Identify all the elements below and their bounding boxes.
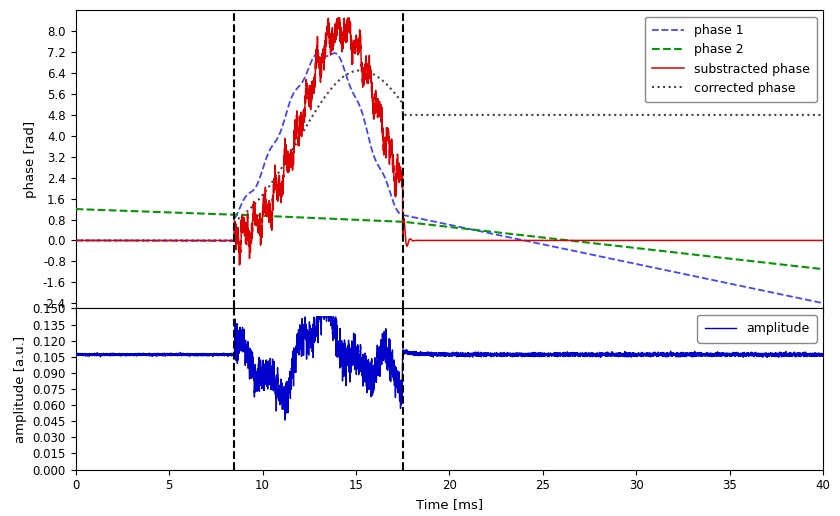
Legend: amplitude: amplitude xyxy=(697,315,817,343)
amplitude xyxy=(525,351,535,358)
amplitude xyxy=(71,352,81,358)
phase 1 xyxy=(71,237,81,244)
phase 2 xyxy=(464,226,474,232)
phase 2 xyxy=(818,266,828,272)
Line: corrected phase: corrected phase xyxy=(76,71,823,240)
amplitude xyxy=(110,352,120,359)
amplitude xyxy=(300,314,310,320)
phase 1 xyxy=(181,238,192,244)
corrected phase xyxy=(110,237,120,244)
phase 1 xyxy=(264,149,274,155)
substracted phase xyxy=(181,237,192,244)
substracted phase xyxy=(264,198,274,204)
corrected phase xyxy=(454,112,464,118)
X-axis label: Time [ms]: Time [ms] xyxy=(416,498,483,511)
corrected phase xyxy=(464,112,474,118)
amplitude xyxy=(464,353,474,360)
amplitude xyxy=(280,417,290,423)
phase 1 xyxy=(329,50,339,56)
substracted phase xyxy=(454,237,464,244)
corrected phase xyxy=(264,184,274,190)
phase 1 xyxy=(818,300,828,307)
amplitude xyxy=(454,352,464,359)
phase 2 xyxy=(525,233,535,239)
Y-axis label: phase [rad]: phase [rad] xyxy=(24,121,37,198)
phase 2 xyxy=(110,207,120,214)
Y-axis label: amplitude [a.u.]: amplitude [a.u.] xyxy=(13,335,27,443)
amplitude xyxy=(818,352,828,358)
corrected phase xyxy=(525,112,535,118)
substracted phase xyxy=(323,15,333,21)
substracted phase xyxy=(234,262,244,268)
substracted phase xyxy=(818,237,828,244)
corrected phase xyxy=(181,237,192,244)
phase 2 xyxy=(71,206,81,212)
Line: phase 1: phase 1 xyxy=(76,53,823,303)
phase 2 xyxy=(264,213,274,219)
amplitude xyxy=(264,377,274,383)
substracted phase xyxy=(110,237,120,244)
Line: substracted phase: substracted phase xyxy=(76,18,823,265)
phase 1 xyxy=(110,237,120,244)
corrected phase xyxy=(71,237,81,244)
Line: phase 2: phase 2 xyxy=(76,209,823,269)
Legend: phase 1, phase 2, substracted phase, corrected phase: phase 1, phase 2, substracted phase, cor… xyxy=(645,17,817,102)
amplitude xyxy=(181,351,192,357)
substracted phase xyxy=(71,237,81,244)
substracted phase xyxy=(525,237,535,244)
phase 1 xyxy=(464,226,474,232)
Line: amplitude: amplitude xyxy=(76,317,823,420)
phase 2 xyxy=(454,225,464,231)
substracted phase xyxy=(464,237,474,244)
corrected phase xyxy=(354,68,365,74)
phase 2 xyxy=(181,210,192,216)
phase 1 xyxy=(525,238,535,245)
phase 1 xyxy=(454,223,464,230)
corrected phase xyxy=(818,112,828,118)
